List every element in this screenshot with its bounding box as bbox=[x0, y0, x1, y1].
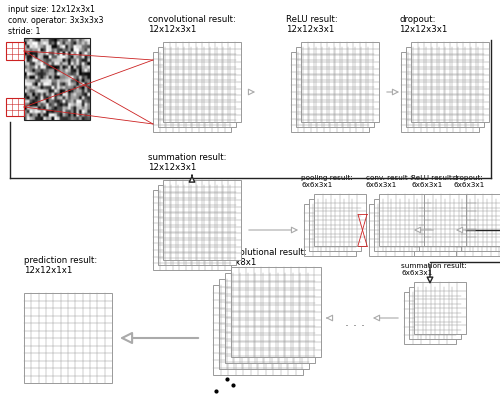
Bar bbox=[291, 52, 369, 132]
Text: dropout:
6x6x3x1: dropout: 6x6x3x1 bbox=[453, 175, 484, 188]
Bar bbox=[466, 194, 500, 246]
Text: deconvolutional result:
12x12x8x1: deconvolutional result: 12x12x8x1 bbox=[208, 247, 307, 267]
Bar bbox=[153, 190, 231, 270]
Bar bbox=[314, 194, 366, 246]
Text: summation result:
12x12x3x1: summation result: 12x12x3x1 bbox=[148, 152, 226, 172]
Bar bbox=[409, 287, 461, 339]
Bar bbox=[24, 293, 112, 383]
Text: conv. result :
6x6x3x1: conv. result : 6x6x3x1 bbox=[366, 175, 412, 188]
Bar bbox=[304, 204, 356, 256]
Bar bbox=[379, 194, 431, 246]
Bar bbox=[456, 204, 500, 256]
Text: dropout:
12x12x3x1: dropout: 12x12x3x1 bbox=[399, 15, 448, 34]
Bar bbox=[309, 199, 361, 251]
Bar bbox=[6, 42, 24, 60]
Bar bbox=[6, 98, 24, 116]
Bar bbox=[158, 185, 236, 265]
Bar bbox=[24, 38, 90, 120]
Text: ReLU result:
12x12x3x1: ReLU result: 12x12x3x1 bbox=[286, 15, 338, 34]
Bar bbox=[461, 199, 500, 251]
Bar bbox=[213, 285, 303, 375]
Bar bbox=[404, 292, 456, 344]
Bar bbox=[411, 42, 489, 122]
Bar bbox=[158, 47, 236, 127]
Bar bbox=[414, 282, 466, 334]
Bar bbox=[296, 47, 374, 127]
Bar bbox=[153, 52, 231, 132]
Text: input size: 12x12x3x1
conv. operator: 3x3x3x3
stride: 1: input size: 12x12x3x1 conv. operator: 3x… bbox=[8, 5, 104, 36]
Text: convolutional result:
12x12x3x1: convolutional result: 12x12x3x1 bbox=[148, 15, 236, 34]
Bar bbox=[406, 47, 484, 127]
Text: pooling result:
6x6x3x1: pooling result: 6x6x3x1 bbox=[301, 175, 353, 188]
Bar bbox=[369, 204, 421, 256]
Bar bbox=[424, 194, 476, 246]
Text: prediction result:
12x12x1x1: prediction result: 12x12x1x1 bbox=[24, 256, 97, 275]
Bar bbox=[219, 279, 309, 369]
Text: ReLU result:
6x6x3x1: ReLU result: 6x6x3x1 bbox=[411, 175, 455, 188]
Bar bbox=[225, 273, 315, 363]
Bar bbox=[374, 199, 426, 251]
Text: . . .: . . . bbox=[345, 316, 365, 329]
Bar bbox=[163, 180, 241, 260]
Bar bbox=[419, 199, 471, 251]
Bar bbox=[163, 42, 241, 122]
Bar bbox=[231, 267, 321, 357]
Bar bbox=[301, 42, 379, 122]
Bar bbox=[414, 204, 466, 256]
Bar bbox=[401, 52, 479, 132]
Text: summation result:
6x6x3x1: summation result: 6x6x3x1 bbox=[401, 263, 467, 276]
